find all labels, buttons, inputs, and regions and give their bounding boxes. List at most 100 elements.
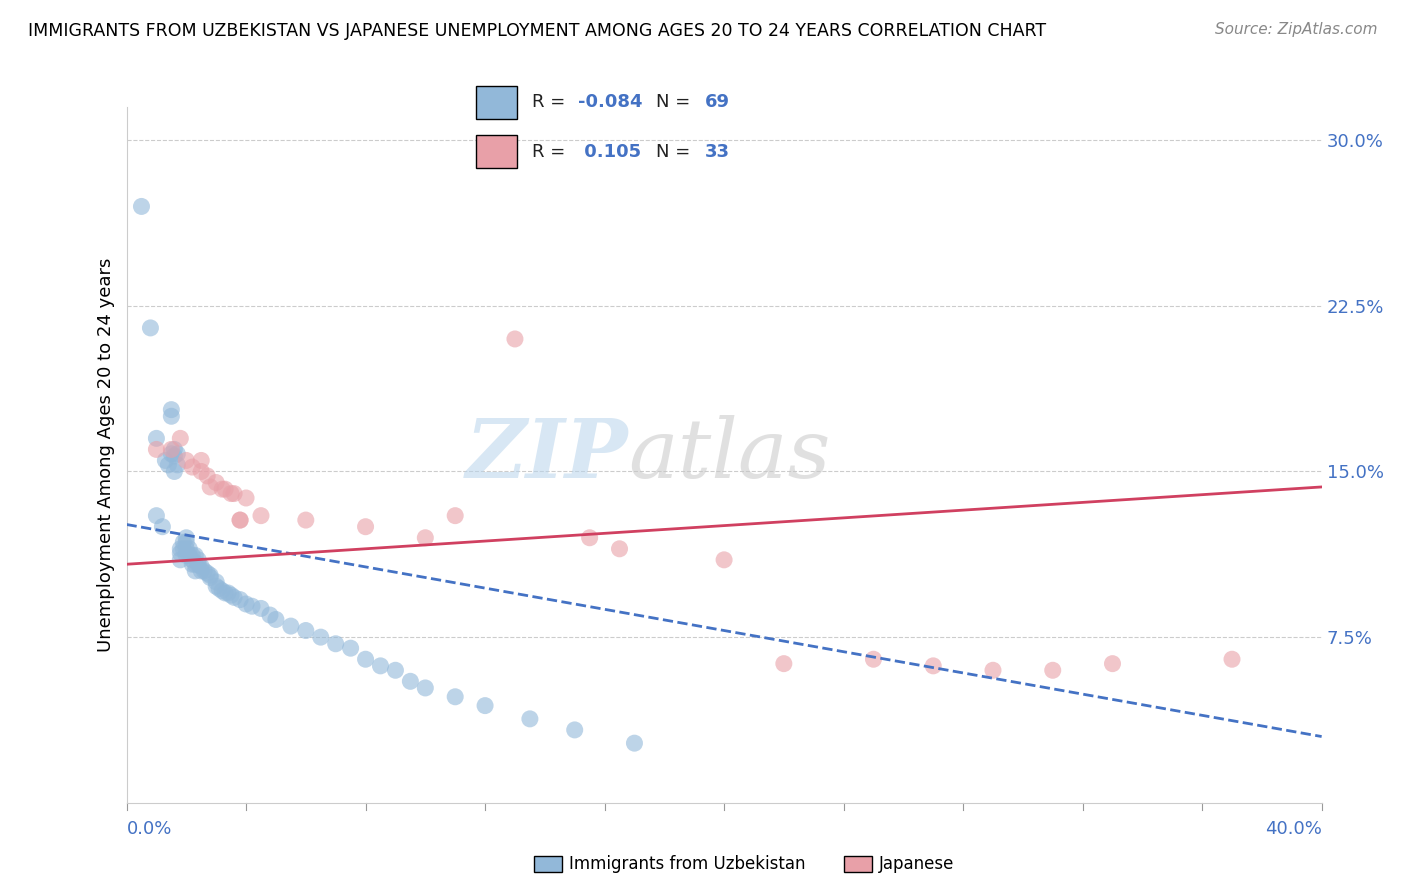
- Point: [354, 519, 377, 533]
- FancyBboxPatch shape: [477, 87, 516, 119]
- Point: [160, 402, 183, 417]
- Text: Immigrants from Uzbekistan: Immigrants from Uzbekistan: [569, 855, 806, 873]
- Point: [172, 535, 194, 549]
- Text: R =: R =: [531, 143, 571, 161]
- Point: [219, 588, 242, 602]
- Point: [444, 508, 467, 523]
- Point: [205, 579, 228, 593]
- Point: [280, 619, 302, 633]
- Point: [145, 442, 167, 457]
- Point: [259, 608, 281, 623]
- Point: [474, 698, 496, 713]
- Text: 33: 33: [706, 143, 730, 161]
- Point: [222, 591, 246, 605]
- Point: [139, 321, 162, 335]
- Text: atlas: atlas: [628, 415, 831, 495]
- Point: [174, 541, 197, 556]
- Point: [214, 586, 236, 600]
- Point: [399, 674, 422, 689]
- Text: Source: ZipAtlas.com: Source: ZipAtlas.com: [1215, 22, 1378, 37]
- Point: [145, 508, 167, 523]
- Point: [981, 663, 1004, 677]
- Point: [200, 568, 222, 582]
- Point: [217, 586, 239, 600]
- Point: [181, 460, 204, 475]
- Point: [193, 564, 215, 578]
- Text: N =: N =: [655, 143, 696, 161]
- Point: [1101, 657, 1123, 671]
- Point: [211, 482, 233, 496]
- Point: [200, 570, 222, 584]
- Point: [1042, 663, 1064, 677]
- Point: [229, 513, 252, 527]
- Point: [354, 652, 377, 666]
- Point: [169, 541, 191, 556]
- Point: [190, 559, 212, 574]
- Text: R =: R =: [531, 94, 571, 112]
- Point: [160, 447, 183, 461]
- Point: [519, 712, 541, 726]
- Point: [163, 442, 186, 457]
- Point: [264, 612, 287, 626]
- Point: [195, 469, 218, 483]
- Point: [152, 519, 174, 533]
- Point: [205, 475, 228, 490]
- Text: N =: N =: [655, 94, 696, 112]
- Point: [578, 531, 600, 545]
- Point: [415, 681, 437, 695]
- Point: [862, 652, 884, 666]
- Text: 0.0%: 0.0%: [127, 820, 172, 838]
- Point: [922, 658, 945, 673]
- Point: [211, 583, 233, 598]
- Point: [174, 535, 197, 549]
- FancyBboxPatch shape: [477, 136, 516, 168]
- Point: [235, 597, 257, 611]
- Point: [181, 558, 204, 572]
- Point: [190, 453, 212, 467]
- Point: [222, 486, 246, 500]
- Point: [169, 431, 191, 445]
- Point: [384, 663, 406, 677]
- Point: [200, 480, 222, 494]
- Point: [155, 453, 177, 467]
- Point: [205, 574, 228, 589]
- Point: [444, 690, 467, 704]
- Point: [229, 513, 252, 527]
- Text: 40.0%: 40.0%: [1265, 820, 1322, 838]
- Point: [163, 449, 186, 463]
- Point: [184, 549, 207, 563]
- Point: [179, 541, 201, 556]
- Point: [250, 601, 273, 615]
- Point: [1220, 652, 1243, 666]
- Point: [214, 482, 236, 496]
- Point: [219, 486, 242, 500]
- Text: 69: 69: [706, 94, 730, 112]
- Point: [181, 553, 204, 567]
- Point: [370, 658, 392, 673]
- Text: ZIP: ZIP: [465, 415, 628, 495]
- Point: [309, 630, 332, 644]
- Point: [166, 458, 188, 472]
- Point: [179, 549, 201, 563]
- Point: [190, 564, 212, 578]
- Point: [187, 553, 209, 567]
- Point: [163, 465, 186, 479]
- Point: [174, 531, 197, 545]
- Point: [160, 409, 183, 424]
- Point: [181, 549, 204, 563]
- Point: [187, 558, 209, 572]
- Point: [339, 641, 361, 656]
- Point: [190, 465, 212, 479]
- Point: [229, 592, 252, 607]
- Point: [131, 199, 153, 213]
- Point: [160, 442, 183, 457]
- Point: [773, 657, 796, 671]
- Point: [235, 491, 257, 505]
- Point: [294, 624, 316, 638]
- Point: [169, 553, 191, 567]
- Text: -0.084: -0.084: [578, 94, 643, 112]
- Point: [208, 582, 231, 596]
- Point: [174, 549, 197, 563]
- Point: [713, 553, 735, 567]
- Y-axis label: Unemployment Among Ages 20 to 24 years: Unemployment Among Ages 20 to 24 years: [97, 258, 115, 652]
